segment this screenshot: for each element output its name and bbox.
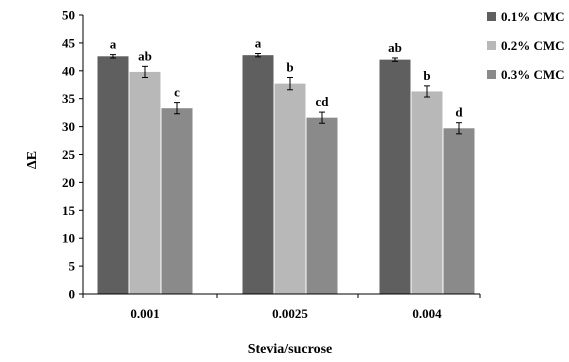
y-tick-label: 40: [62, 63, 75, 78]
error-bar: [424, 85, 430, 98]
bar: [97, 56, 129, 295]
error-bar: [287, 76, 293, 91]
error-bar: [255, 53, 261, 58]
legend: 0.1% CMC 0.2% CMC 0.3% CMC: [487, 9, 565, 82]
error-bar: [110, 54, 116, 59]
legend-item: 0.3% CMC: [487, 67, 565, 82]
y-axis-title: ΔE: [25, 151, 40, 169]
legend-swatch: [487, 41, 496, 50]
legend-swatch: [487, 70, 496, 79]
x-tick-label: 0.001: [130, 306, 159, 321]
bar: [306, 117, 338, 294]
x-tick-label: 0.0025: [272, 306, 308, 321]
legend-label: 0.1% CMC: [501, 9, 565, 24]
bar: [242, 55, 274, 295]
y-tick-label: 35: [62, 91, 76, 106]
error-bars: [110, 53, 462, 135]
y-tick-label: 10: [62, 231, 75, 246]
x-axis-ticks: 0.001 0.0025 0.004: [82, 294, 481, 321]
bar: [274, 83, 306, 294]
significance-label: cd: [316, 94, 330, 109]
significance-label: d: [455, 105, 463, 120]
legend-swatch: [487, 12, 496, 21]
significance-labels: a a ab ab b b c cd d: [110, 36, 464, 120]
error-bar: [174, 102, 180, 115]
y-tick-label: 25: [62, 147, 76, 162]
y-tick-label: 5: [69, 259, 76, 274]
significance-label: ab: [138, 48, 152, 63]
bar: [411, 91, 443, 294]
significance-label: b: [423, 68, 430, 83]
legend-item: 0.2% CMC: [487, 38, 565, 53]
legend-item: 0.1% CMC: [487, 9, 565, 24]
significance-label: ab: [388, 40, 402, 55]
y-tick-label: 30: [62, 119, 75, 134]
legend-label: 0.2% CMC: [501, 38, 565, 53]
y-axis-ticks: 0 5 10 15 20 25 30 35 40 45 50: [62, 8, 83, 302]
bar: [379, 59, 411, 294]
y-tick-label: 45: [62, 35, 76, 50]
significance-label: b: [286, 59, 293, 74]
y-tick-label: 15: [62, 203, 76, 218]
x-tick-label: 0.004: [412, 306, 442, 321]
significance-label: c: [174, 85, 180, 100]
y-tick-label: 20: [62, 175, 75, 190]
error-bar: [142, 65, 148, 78]
significance-label: a: [110, 37, 117, 52]
error-bar: [392, 57, 398, 62]
bars: [97, 55, 475, 295]
y-tick-label: 0: [69, 287, 76, 302]
significance-label: a: [255, 36, 262, 51]
legend-label: 0.3% CMC: [501, 67, 565, 82]
bar: [161, 108, 193, 294]
x-axis-title: Stevia/sucrose: [248, 342, 333, 357]
error-bar: [319, 111, 325, 124]
error-bar: [456, 122, 462, 135]
bar: [129, 71, 161, 294]
bar: [443, 128, 475, 294]
y-tick-label: 50: [62, 8, 75, 23]
